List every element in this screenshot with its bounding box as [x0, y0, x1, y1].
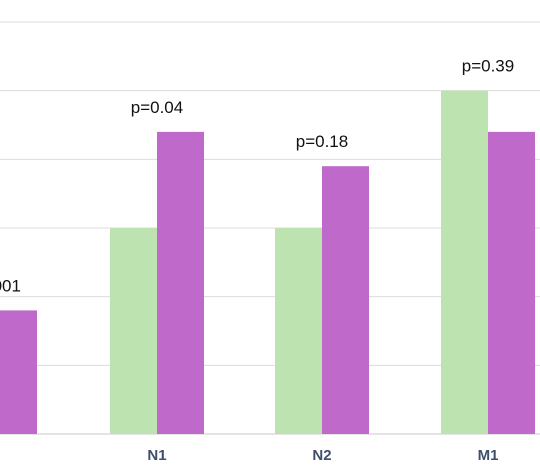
bar-n1-series-2 [157, 131, 204, 434]
bar-m1-series-2 [488, 131, 535, 434]
gridlines [0, 21, 540, 435]
bar-n1-series-1 [110, 228, 157, 434]
p-value-labels: p<0.001 p=0.04 p=0.18 p=0.39 [0, 57, 514, 296]
x-tick-label: M1 [478, 447, 499, 464]
p-value-label: p=0.18 [296, 132, 348, 151]
bar-n2-series-1 [275, 228, 322, 434]
bar-n2-series-2 [322, 166, 369, 434]
bar-m1-series-1 [441, 90, 488, 435]
x-tick-label: N1 [147, 447, 166, 464]
x-tick-labels: N0N1N2M1 [147, 447, 499, 464]
p-value-label: p=0.04 [131, 98, 183, 117]
p-value-label: p<0.001 [0, 276, 21, 295]
bars [0, 90, 535, 435]
bar-n0-series-2 [0, 310, 37, 434]
x-tick-label: N2 [312, 447, 331, 464]
p-value-label: p=0.39 [462, 57, 514, 76]
